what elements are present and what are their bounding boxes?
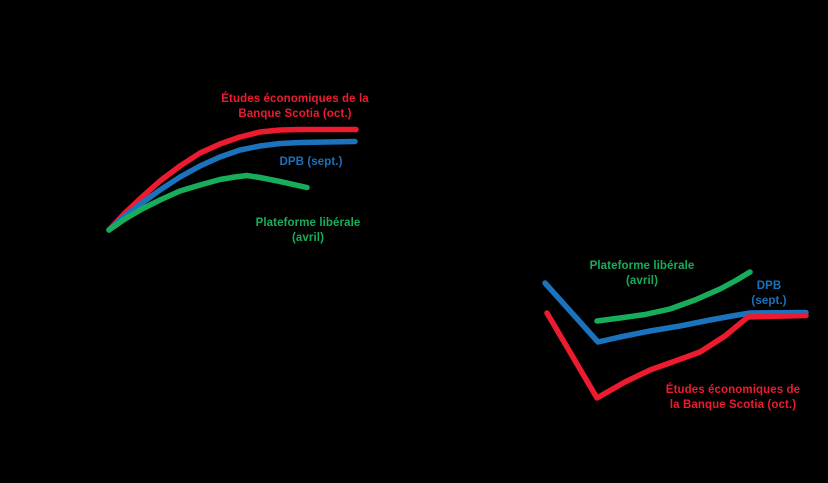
series-line-left-chart--tudes-conomiques-de-la-banque-scotia-oct- — [106, 126, 359, 233]
series-line-right-chart-plateforme-lib-rale-avril- — [594, 269, 753, 324]
series-line-right-chart--tudes-conomiques-de-la-banque-scotia-oct- — [544, 310, 809, 401]
series-line-left-chart-plateforme-lib-rale-avril- — [106, 172, 310, 233]
series-line-left-chart-dpb-sept- — [106, 138, 358, 233]
series-line-right-chart-dpb-sept- — [542, 280, 809, 345]
